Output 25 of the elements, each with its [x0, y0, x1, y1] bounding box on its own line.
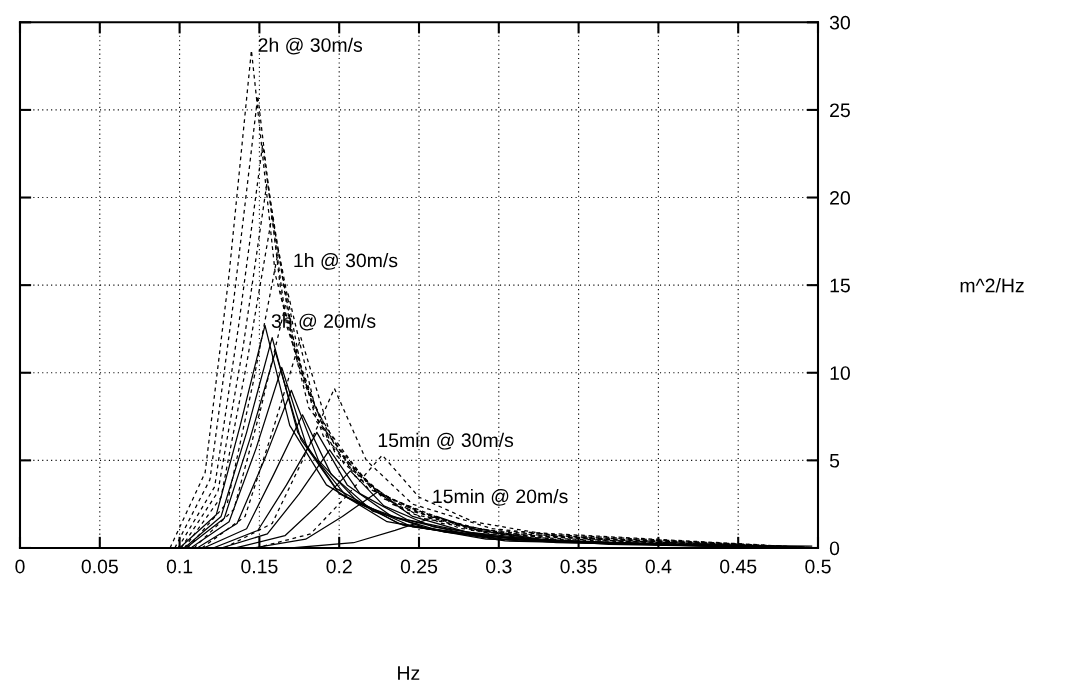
x-tick-label: 0.05	[81, 559, 118, 574]
y-tick-label: 5	[829, 454, 840, 468]
annotation: 3h @ 20m/s	[271, 313, 376, 331]
x-tick-label: 0.4	[645, 559, 672, 574]
x-tick-label: 0.2	[326, 559, 352, 574]
annotation: 1h @ 30m/s	[294, 253, 398, 270]
x-tick-label: 0.45	[720, 559, 757, 574]
annotation: 15min @ 30m/s	[378, 432, 514, 450]
y-tick-label: 0	[829, 541, 840, 556]
x-tick-label: 0.35	[560, 559, 597, 574]
y-tick-label: 10	[830, 366, 850, 380]
annotation: 2h @ 30m/s	[258, 37, 363, 55]
x-tick-label: 0.5	[805, 559, 831, 574]
text: Hz	[398, 666, 420, 680]
y-tick-label: 20	[830, 191, 850, 205]
text: m^2/Hz	[960, 278, 1024, 293]
x-tick-label: 0	[15, 559, 25, 574]
annotation: 15min @ 20m/s	[433, 488, 568, 506]
y-tick-label: 15	[830, 278, 850, 293]
y-tick-label: 30	[829, 15, 850, 30]
x-tick-label: 0.3	[486, 559, 512, 574]
x-tick-label: 0.1	[166, 559, 193, 574]
x-tick-label: 0.15	[241, 559, 278, 574]
x-tick-label: 0.25	[400, 559, 438, 574]
y-tick-label: 25	[830, 103, 850, 118]
